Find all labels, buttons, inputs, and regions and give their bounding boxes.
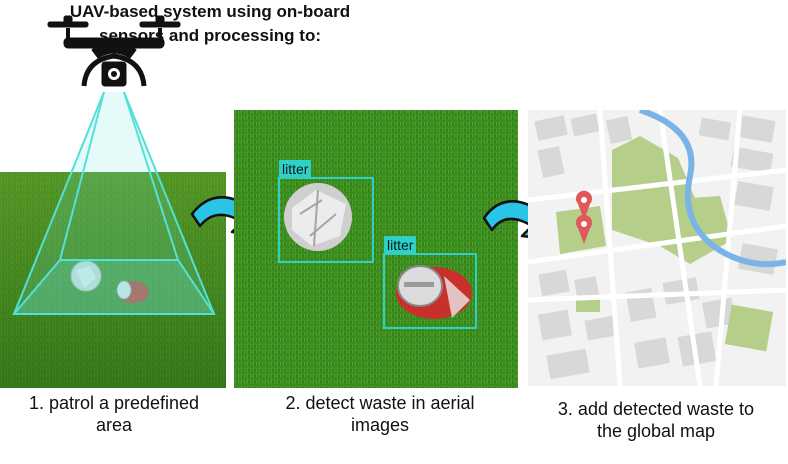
map-river bbox=[639, 110, 786, 268]
diagram-title: UAV-based system using on-board sensors … bbox=[0, 0, 420, 48]
detection-label-1: litter bbox=[279, 160, 312, 178]
step-caption-1: 1. patrol a predefined area bbox=[0, 392, 228, 436]
step-caption-1-line-1: 1. patrol a predefined bbox=[28, 393, 200, 413]
title-line-1: UAV-based system using on-board bbox=[69, 2, 351, 21]
map-pin-icon-1 bbox=[576, 190, 592, 220]
detection-label-2: litter bbox=[384, 236, 417, 254]
detection-box-1 bbox=[278, 177, 374, 263]
field-paper-ball bbox=[70, 260, 102, 292]
field-can bbox=[116, 280, 149, 303]
aerial-paper-ball bbox=[284, 183, 352, 251]
patrol-frustum bbox=[11, 91, 216, 315]
detection-box-2 bbox=[383, 253, 477, 329]
step-caption-3: 3. add detected waste to the global map bbox=[524, 398, 788, 442]
drone-icon bbox=[47, 15, 181, 87]
step-caption-2: 2. detect waste in aerial images bbox=[240, 392, 520, 436]
step-caption-2-line-1: 2. detect waste in aerial bbox=[285, 393, 475, 413]
panel-aerial bbox=[234, 110, 518, 388]
aerial-can bbox=[396, 265, 472, 319]
map-pin-icon-2 bbox=[576, 214, 592, 244]
step-caption-2-line-2: images bbox=[350, 415, 410, 435]
panel-field bbox=[0, 91, 226, 388]
step-caption-3-line-1: 3. add detected waste to bbox=[557, 399, 755, 419]
step-caption-1-line-2: area bbox=[95, 415, 133, 435]
step-caption-3-line-2: the global map bbox=[596, 421, 716, 441]
panel-map bbox=[528, 110, 786, 386]
